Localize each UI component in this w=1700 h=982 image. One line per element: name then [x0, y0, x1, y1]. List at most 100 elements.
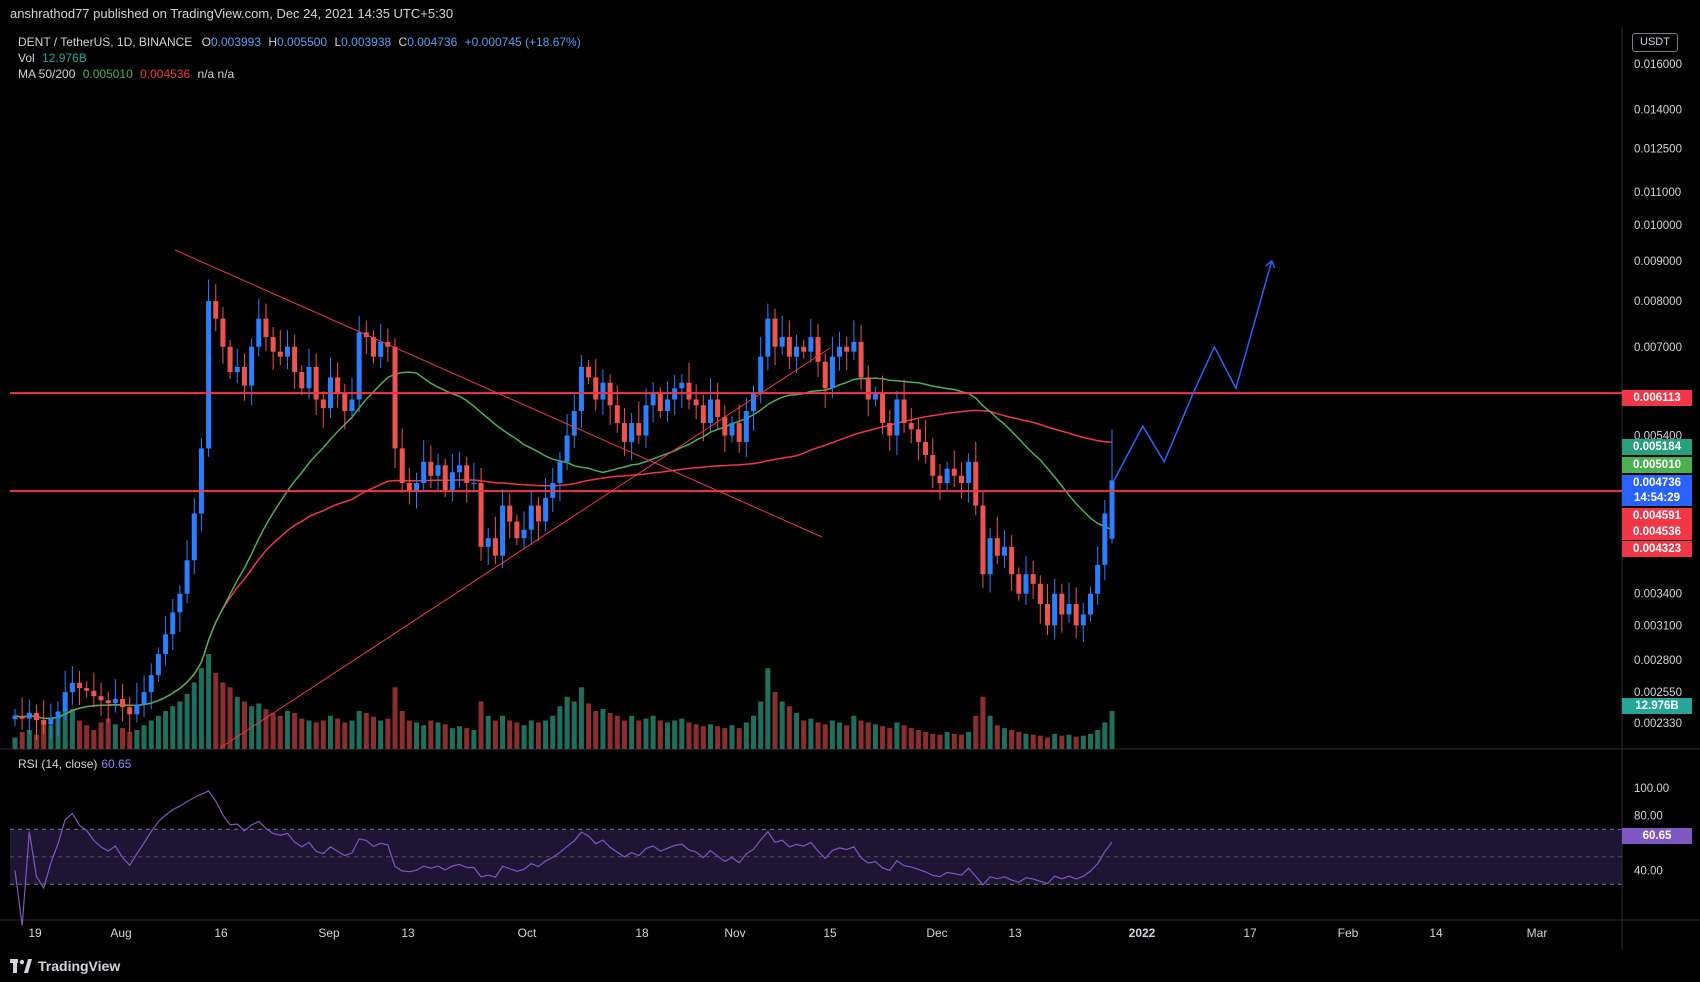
- candle-body: [464, 465, 470, 483]
- volume-bar: [880, 726, 886, 749]
- volume-bar: [335, 718, 341, 749]
- brand[interactable]: TradingView: [10, 956, 120, 976]
- candle-body: [722, 417, 728, 436]
- candle-body: [707, 399, 713, 424]
- candle-body: [277, 351, 283, 357]
- brand-name: TradingView: [38, 958, 121, 974]
- candle-body: [507, 505, 513, 522]
- candle-body: [428, 461, 434, 476]
- time-tick-label: 16: [214, 926, 228, 940]
- candle-body: [435, 465, 441, 476]
- volume-bar: [743, 722, 749, 749]
- candle-body: [758, 356, 764, 394]
- candle-body: [650, 393, 656, 406]
- volume-bar: [234, 696, 240, 749]
- chart-canvas[interactable]: 0.016000 0.014000 0.012500 0.011000 0.010000…: [0, 27, 1700, 950]
- candle-body: [1095, 564, 1101, 594]
- legend-symbol-row: DENT / TetherUS, 1D, BINANCE O0.003993 H…: [18, 34, 581, 50]
- candle-body: [872, 393, 878, 400]
- time-tick-label: 18: [635, 926, 649, 940]
- candle-body: [1059, 593, 1065, 615]
- ma50-value: 0.005010: [82, 67, 133, 81]
- candle-body: [91, 690, 97, 697]
- chart-background: [0, 27, 1700, 950]
- candle-body: [1030, 574, 1036, 584]
- published-header: anshrathod77 published on TradingView.co…: [0, 0, 1700, 27]
- candle-body: [937, 475, 943, 483]
- price-tag: 12.976B: [1622, 698, 1692, 714]
- ascending-trendline: [219, 347, 831, 749]
- volume-bar: [406, 720, 412, 749]
- symbol-name[interactable]: DENT / TetherUS, 1D, BINANCE: [18, 35, 193, 49]
- candle-body: [306, 366, 312, 389]
- candle-body: [26, 712, 32, 719]
- price-tag: 0.004736: [1622, 475, 1692, 491]
- tradingview-logo-icon: [10, 959, 32, 973]
- volume-bar: [134, 730, 140, 749]
- volume-bar: [664, 722, 670, 749]
- legend-low-value: 0.003938: [341, 35, 392, 49]
- candle-body: [693, 399, 699, 406]
- price-tag: 0.004591: [1622, 508, 1692, 524]
- volume-bar: [700, 726, 706, 749]
- volume-bar: [808, 718, 814, 749]
- volume-bar: [112, 724, 118, 749]
- candle-body: [801, 346, 807, 352]
- candle-body: [621, 423, 627, 442]
- volume-bar: [937, 734, 943, 749]
- volume-bar: [442, 724, 448, 749]
- volume-bar: [507, 720, 513, 749]
- volume-bar: [543, 720, 549, 749]
- price-tag: 0.005184: [1622, 439, 1692, 455]
- volume-bar: [163, 711, 169, 749]
- volume-bar: [84, 725, 90, 749]
- volume-bar: [349, 720, 355, 749]
- candle-body: [1052, 593, 1058, 626]
- price-tick-label: 0.002550: [1634, 687, 1682, 699]
- rsi-label[interactable]: RSI (14, close): [18, 757, 98, 771]
- candle-body: [664, 399, 670, 412]
- candle-body: [378, 341, 384, 357]
- candle-body: [973, 461, 979, 506]
- candle-body: [177, 593, 183, 613]
- volume-bar: [901, 725, 907, 749]
- volume-bar: [1052, 733, 1058, 749]
- projection-path: [1113, 260, 1273, 481]
- rsi-value: 60.65: [101, 757, 132, 771]
- candle-body: [930, 455, 936, 476]
- candle-body: [1066, 603, 1072, 615]
- volume-bar: [844, 725, 850, 749]
- price-tag: 60.65: [1622, 828, 1692, 844]
- rsi-tick-label: 40.00: [1634, 866, 1663, 878]
- ma-label[interactable]: MA 50/200: [18, 67, 76, 81]
- volume-bar: [1080, 735, 1086, 749]
- volume-bar: [973, 715, 979, 749]
- candle-body: [105, 700, 111, 704]
- candle-body: [1037, 583, 1043, 604]
- candle-body: [578, 366, 584, 412]
- legend-open-value: 0.003993: [210, 35, 262, 49]
- volume-bar: [686, 722, 692, 749]
- candle-body: [335, 377, 341, 394]
- volume-bar: [292, 712, 298, 749]
- candle-body: [241, 366, 247, 386]
- candle-body: [62, 692, 68, 712]
- volume-bar: [241, 701, 247, 749]
- candle-body: [851, 341, 857, 352]
- volume-bar: [786, 706, 792, 749]
- candle-body: [19, 715, 25, 719]
- projection-arrowhead: [1265, 259, 1276, 269]
- candle-body: [643, 405, 649, 436]
- volume-label[interactable]: Vol: [18, 51, 35, 65]
- volume-bar: [478, 701, 484, 749]
- volume-bar: [765, 668, 771, 749]
- volume-bar: [306, 720, 312, 749]
- legend-volume-row: Vol 12.976B: [18, 50, 581, 66]
- volume-bar: [127, 731, 133, 749]
- volume-bar: [485, 715, 491, 749]
- candle-body: [586, 366, 592, 378]
- candle-body: [779, 337, 785, 347]
- volume-bar: [471, 730, 477, 749]
- volume-bar: [629, 715, 635, 749]
- currency-badge[interactable]: USDT: [1632, 33, 1678, 52]
